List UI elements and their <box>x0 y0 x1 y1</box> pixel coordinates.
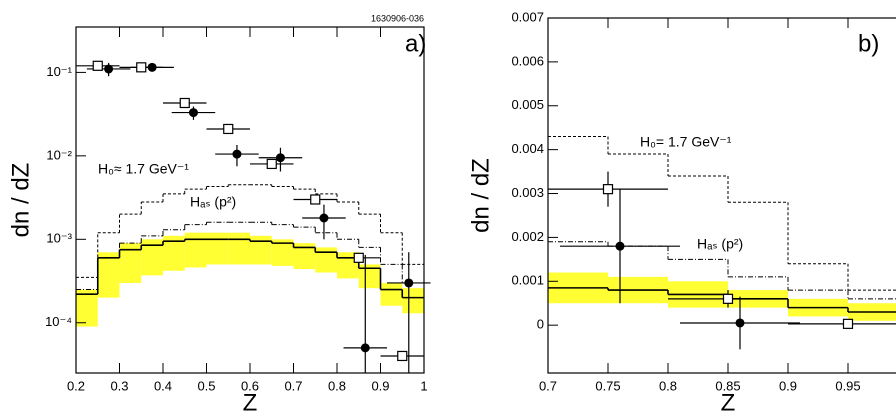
panel-label: a) <box>405 30 426 57</box>
x-tick-label: 0.6 <box>241 378 259 393</box>
y-tick-label: 0.006 <box>511 53 544 68</box>
uncertainty-band <box>141 239 163 276</box>
data-point <box>310 194 321 205</box>
uncertainty-band <box>315 247 337 273</box>
y-tick-label: 0.002 <box>511 229 544 244</box>
data-point <box>266 158 277 170</box>
uncertainty-band <box>228 232 250 265</box>
y-tick-label: 10⁻⁴ <box>45 314 72 329</box>
annotation: H₀≈ 1.7 GeV⁻¹ <box>98 161 189 177</box>
data-point <box>360 343 370 353</box>
x-tick-label: 0.8 <box>328 378 346 393</box>
y-tick-label: 10⁻² <box>46 147 72 162</box>
y-tick-label: 0 <box>537 317 544 332</box>
plot-frame <box>75 26 425 374</box>
data-point <box>223 123 234 135</box>
panel: 0.2 0.3 0.4 0.5 0.6 0.7 0.8 0.9 1 10⁻⁴ 10⁻³ 10⁻² 10⁻… <box>7 13 431 416</box>
uncertainty-band <box>250 235 272 265</box>
data-point <box>404 278 414 288</box>
data-point <box>104 64 114 74</box>
data-point <box>397 350 408 362</box>
data-point <box>188 108 198 118</box>
x-tick-label: 0.85 <box>715 378 740 393</box>
x-tick-label: 0.9 <box>779 378 797 393</box>
panel: 0.7 0.75 0.8 0.85 0.9 0.95 0 0.001 0.002 0.003 0.0… <box>467 9 896 416</box>
uncertainty-band <box>76 289 98 327</box>
x-tick-label: 0.7 <box>284 378 302 393</box>
data-point <box>136 62 147 73</box>
y-axis-label: dn / dZ <box>7 163 34 238</box>
uncertainty-band <box>337 252 359 279</box>
annotation: H₀= 1.7 GeV⁻¹ <box>640 134 732 150</box>
x-tick-label: 0.5 <box>197 378 215 393</box>
panel-label: b) <box>858 30 879 57</box>
uncertainty-band <box>184 232 207 268</box>
x-tick-label: 0.4 <box>154 378 172 393</box>
x-tick-label: 0.75 <box>595 378 620 393</box>
y-tick-label: 0.005 <box>511 97 544 112</box>
x-tick-label: 0.3 <box>110 378 128 393</box>
data-point <box>602 184 614 195</box>
annotation: Hₐₛ (p²) <box>190 194 236 210</box>
uncertainty-band <box>402 288 424 314</box>
y-tick-label: 0.003 <box>511 185 544 200</box>
data-point <box>232 149 242 159</box>
y-tick-label: 0.004 <box>511 141 544 156</box>
x-axis-label: Z <box>243 389 258 416</box>
data-point <box>92 60 103 71</box>
data-point <box>179 97 190 109</box>
uncertainty-band <box>119 243 142 283</box>
uncertainty-band <box>380 282 403 306</box>
annotation: Hₐₛ (p²) <box>697 236 743 252</box>
data-point <box>615 241 625 251</box>
x-tick-label: 0.9 <box>371 378 389 393</box>
x-tick-label: 0.7 <box>539 378 557 393</box>
x-tick-label: 0.8 <box>659 378 677 393</box>
y-tick-label: 10⁻³ <box>46 231 72 246</box>
uncertainty-band <box>206 232 229 265</box>
uncertainty-band <box>97 252 120 298</box>
uncertainty-band <box>163 235 185 271</box>
uncertainty-band <box>293 243 316 270</box>
x-tick-label: 1 <box>420 378 427 393</box>
y-tick-label: 10⁻¹ <box>46 64 72 79</box>
y-tick-label: 0.007 <box>511 9 544 24</box>
data-point <box>319 213 329 223</box>
data-point <box>275 153 285 163</box>
y-axis-label: dn / dZ <box>467 158 494 233</box>
uncertainty-band <box>358 264 381 289</box>
x-axis-label: Z <box>721 389 736 416</box>
data-point <box>842 318 854 329</box>
data-point <box>353 252 364 263</box>
data-point <box>735 318 745 328</box>
data-point <box>722 293 734 304</box>
figure-code: 1630906-036 <box>371 13 424 23</box>
x-tick-label: 0.95 <box>835 378 860 393</box>
uncertainty-band <box>271 239 294 266</box>
x-tick-label: 0.2 <box>67 378 85 393</box>
y-tick-label: 0.001 <box>511 273 544 288</box>
